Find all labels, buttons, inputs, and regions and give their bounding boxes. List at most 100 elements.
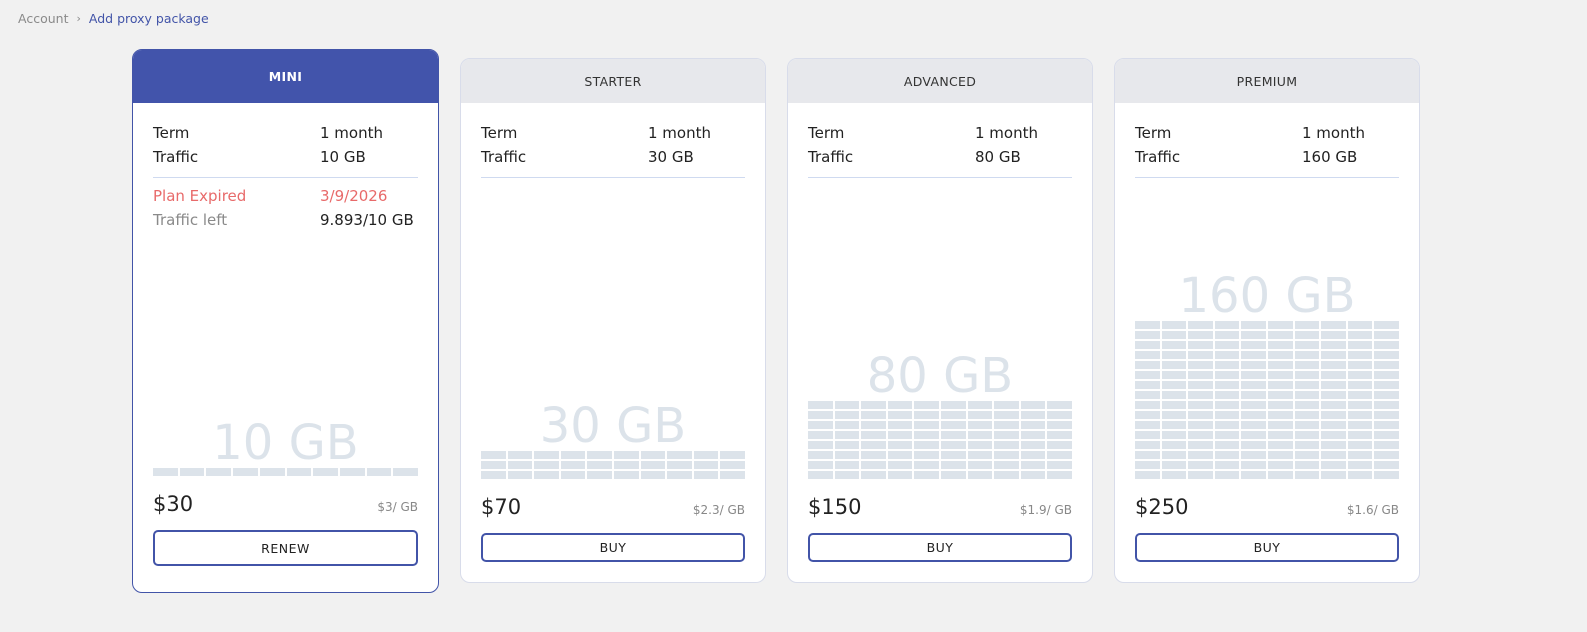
traffic-block xyxy=(967,401,993,409)
traffic-block xyxy=(393,468,418,476)
traffic-block xyxy=(1214,381,1240,389)
renew-button[interactable]: RENEW xyxy=(153,530,418,566)
traffic-block xyxy=(1374,331,1399,339)
traffic-label: Traffic xyxy=(481,148,527,166)
traffic-block xyxy=(587,471,612,479)
traffic-block xyxy=(914,411,939,419)
divider xyxy=(481,177,745,178)
traffic-block xyxy=(507,471,533,479)
traffic-block xyxy=(1020,451,1046,459)
traffic-block xyxy=(1321,371,1346,379)
traffic-block xyxy=(834,421,860,429)
term-value: 1 month xyxy=(975,124,1038,142)
traffic-block xyxy=(941,451,966,459)
traffic-block xyxy=(1135,431,1160,439)
traffic-block xyxy=(1294,381,1320,389)
traffic-block xyxy=(994,401,1019,409)
traffic-block xyxy=(1135,461,1160,469)
traffic-block xyxy=(313,468,338,476)
traffic-block xyxy=(834,471,860,479)
traffic-block xyxy=(259,468,285,476)
traffic-block xyxy=(1268,471,1293,479)
traffic-block xyxy=(887,401,913,409)
traffic-block xyxy=(914,451,939,459)
term-label: Term xyxy=(808,124,845,142)
traffic-block xyxy=(1374,451,1399,459)
traffic-block xyxy=(1188,431,1213,439)
traffic-value: 80 GB xyxy=(975,148,1021,166)
traffic-block xyxy=(1241,371,1266,379)
traffic-block xyxy=(1268,461,1293,469)
traffic-block xyxy=(834,461,860,469)
traffic-block xyxy=(941,441,966,449)
traffic-block xyxy=(834,451,860,459)
traffic-block xyxy=(967,441,993,449)
traffic-block xyxy=(834,431,860,439)
traffic-block xyxy=(1321,381,1346,389)
traffic-block xyxy=(614,461,639,469)
buy-button[interactable]: BUY xyxy=(481,533,745,562)
traffic-block xyxy=(914,461,939,469)
traffic-block xyxy=(534,451,559,459)
traffic-block xyxy=(1374,421,1399,429)
traffic-block xyxy=(1214,431,1240,439)
traffic-block xyxy=(1268,411,1293,419)
traffic-block xyxy=(667,451,692,459)
traffic-block xyxy=(1135,401,1160,409)
traffic-block xyxy=(887,411,913,419)
traffic-block xyxy=(1294,351,1320,359)
traffic-block xyxy=(1241,431,1266,439)
traffic-label: Traffic xyxy=(808,148,854,166)
traffic-block xyxy=(1294,371,1320,379)
traffic-block xyxy=(1374,341,1399,349)
traffic-block xyxy=(1161,471,1187,479)
term-label: Term xyxy=(481,124,518,142)
traffic-block xyxy=(1321,401,1346,409)
traffic-block xyxy=(1135,471,1160,479)
traffic-block xyxy=(1188,391,1213,399)
traffic-block xyxy=(1294,331,1320,339)
traffic-block xyxy=(1047,441,1072,449)
traffic-block xyxy=(994,441,1019,449)
traffic-block xyxy=(834,441,860,449)
chevron-right-icon: › xyxy=(76,12,81,25)
traffic-block xyxy=(1294,401,1320,409)
traffic-row: Traffic 30 GB xyxy=(481,145,745,169)
traffic-block xyxy=(914,401,939,409)
traffic-block xyxy=(1135,421,1160,429)
traffic-block xyxy=(507,461,533,469)
plan-card-premium: PREMIUM Term 1 month Traffic 160 GB 160 GB… xyxy=(1114,58,1420,583)
traffic-block xyxy=(179,468,205,476)
traffic-block xyxy=(808,451,833,459)
traffic-block xyxy=(1214,391,1240,399)
traffic-block xyxy=(1047,471,1072,479)
traffic-block xyxy=(1020,461,1046,469)
traffic-block xyxy=(720,471,745,479)
traffic-block xyxy=(941,401,966,409)
traffic-block xyxy=(1294,461,1320,469)
traffic-block xyxy=(1241,441,1266,449)
buy-button[interactable]: BUY xyxy=(808,533,1072,562)
traffic-block xyxy=(1347,341,1373,349)
buy-button[interactable]: BUY xyxy=(1135,533,1399,562)
traffic-block xyxy=(1321,331,1346,339)
traffic-block xyxy=(861,461,886,469)
traffic-row: Traffic 160 GB xyxy=(1135,145,1399,169)
traffic-block xyxy=(1294,431,1320,439)
expired-label: Plan Expired xyxy=(153,187,247,205)
traffic-block xyxy=(1047,401,1072,409)
traffic-block xyxy=(1020,441,1046,449)
traffic-block xyxy=(1161,371,1187,379)
traffic-block xyxy=(1268,341,1293,349)
traffic-block xyxy=(1347,461,1373,469)
plan-card-advanced: ADVANCED Term 1 month Traffic 80 GB 80 GB … xyxy=(787,58,1093,583)
traffic-block xyxy=(994,411,1019,419)
breadcrumb-account[interactable]: Account xyxy=(18,11,69,26)
traffic-block xyxy=(1374,381,1399,389)
traffic-block xyxy=(481,461,506,469)
term-row: Term 1 month xyxy=(481,121,745,145)
traffic-block xyxy=(941,461,966,469)
price-per-gb: $2.3/ GB xyxy=(692,503,745,517)
traffic-block xyxy=(233,468,258,476)
traffic-block xyxy=(1321,441,1346,449)
